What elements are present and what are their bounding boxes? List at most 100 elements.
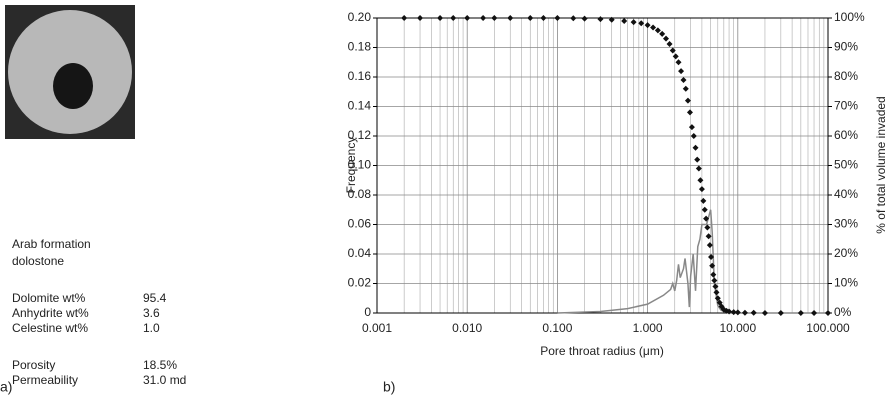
property-value: 3.6 <box>143 306 160 320</box>
data-point <box>540 15 547 21</box>
data-point <box>650 24 657 31</box>
property-value: 95.4 <box>143 291 167 305</box>
data-point <box>608 16 615 23</box>
data-point <box>638 20 645 27</box>
x-tick-label: 0.001 <box>362 321 392 335</box>
data-point <box>480 15 487 21</box>
data-point <box>750 309 757 316</box>
data-point <box>697 177 704 184</box>
data-point <box>581 15 588 22</box>
vug <box>53 63 93 109</box>
data-point <box>464 15 471 21</box>
property-label: Permeability <box>12 373 78 387</box>
data-point <box>491 15 498 21</box>
property-label: Celestine wt% <box>12 321 88 335</box>
y2-tick-label: 20% <box>834 246 858 260</box>
data-point <box>734 309 741 316</box>
property-value: 1.0 <box>143 321 160 335</box>
panel-label: b) <box>383 379 395 395</box>
data-point <box>710 271 717 278</box>
property-label: Dolomite wt% <box>12 291 86 305</box>
data-point <box>678 68 685 75</box>
data-point <box>761 310 768 316</box>
data-point <box>417 15 424 21</box>
y-tick-label: 0.10 <box>348 158 372 172</box>
data-point <box>825 310 831 316</box>
data-point <box>706 242 713 249</box>
data-point <box>695 165 702 172</box>
data-point <box>680 76 687 83</box>
data-point <box>797 310 804 316</box>
panel-label: a) <box>0 379 12 395</box>
y2-tick-label: 70% <box>834 99 858 113</box>
property-label: Porosity <box>12 358 55 372</box>
y-tick-label: 0.14 <box>348 99 372 113</box>
data-point <box>688 124 695 131</box>
data-point <box>621 17 628 24</box>
x-tick-label: 0.010 <box>452 321 482 335</box>
data-point <box>741 309 748 316</box>
data-point <box>690 133 697 139</box>
data-point <box>709 262 716 269</box>
y-axis-title: Frequency <box>344 137 358 194</box>
y-tick-label: 0.20 <box>348 10 372 24</box>
data-point <box>694 156 701 163</box>
data-point <box>450 15 457 21</box>
property-value: 31.0 md <box>143 373 186 387</box>
data-point <box>597 16 604 23</box>
x-tick-label: 10.000 <box>719 321 756 335</box>
y2-tick-label: 40% <box>834 187 858 201</box>
data-point <box>777 310 784 316</box>
x-tick-label: 0.100 <box>542 321 572 335</box>
data-point <box>644 22 651 29</box>
plot-frame <box>376 17 829 314</box>
data-point <box>730 309 737 316</box>
data-point <box>703 215 710 222</box>
data-point <box>666 40 673 47</box>
y2-tick-label: 80% <box>834 69 858 83</box>
data-point <box>714 295 721 302</box>
x-tick-label: 1.000 <box>633 321 663 335</box>
data-point <box>726 308 733 315</box>
data-point <box>705 233 712 240</box>
y2-tick-label: 60% <box>834 128 858 142</box>
data-point <box>654 27 661 34</box>
data-point <box>692 144 699 151</box>
data-point <box>708 253 715 260</box>
y2-tick-label: 90% <box>834 40 858 54</box>
y2-tick-label: 0% <box>834 305 852 319</box>
data-point <box>711 277 718 284</box>
data-point <box>507 15 514 21</box>
y-tick-label: 0 <box>364 305 371 319</box>
y-tick-label: 0.02 <box>348 276 372 290</box>
y-tick-label: 0.12 <box>348 128 372 142</box>
y-tick-label: 0.04 <box>348 246 372 260</box>
data-point <box>675 59 682 66</box>
y2-tick-label: 30% <box>834 217 858 231</box>
data-point <box>682 85 689 92</box>
y2-tick-label: 50% <box>834 158 858 172</box>
data-point <box>630 19 637 26</box>
data-point <box>713 289 720 296</box>
property-value: 18.5% <box>143 358 177 372</box>
data-point <box>701 206 708 213</box>
data-point <box>712 283 719 290</box>
data-point <box>437 15 444 21</box>
y2-tick-label: 100% <box>834 10 865 24</box>
y-tick-label: 0.08 <box>348 187 372 201</box>
y2-axis-title: % of total volume invaded <box>874 96 888 233</box>
data-point <box>704 224 711 231</box>
y-tick-label: 0.06 <box>348 217 372 231</box>
data-point <box>663 35 670 42</box>
data-point <box>686 109 693 116</box>
data-point <box>659 30 666 37</box>
y-tick-label: 0.16 <box>348 69 372 83</box>
data-point <box>700 197 707 204</box>
data-point <box>672 53 679 60</box>
y-tick-label: 0.18 <box>348 40 372 54</box>
data-point <box>554 15 561 21</box>
property-label: Anhydrite wt% <box>12 306 89 320</box>
caption-line: Arab formation <box>12 237 91 251</box>
